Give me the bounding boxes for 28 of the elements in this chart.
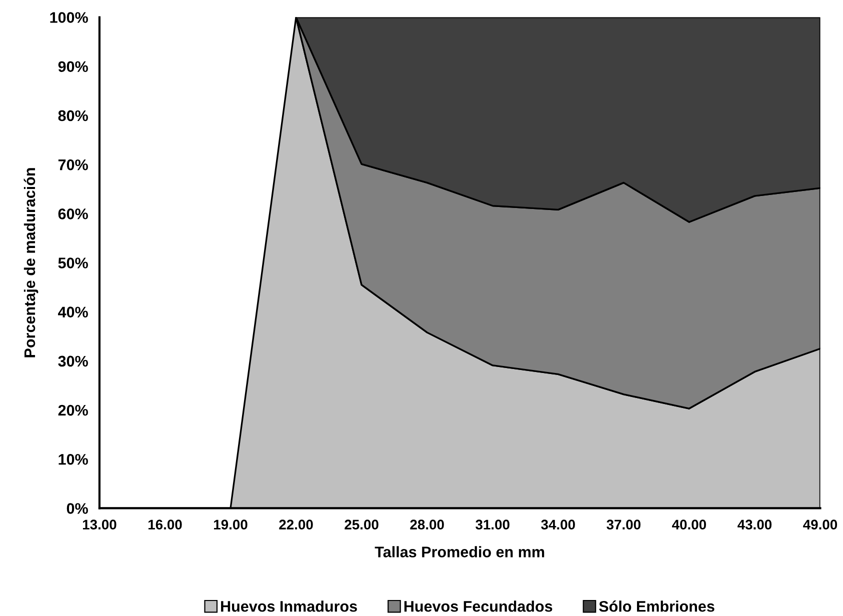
x-tick-label: 22.00: [279, 520, 313, 530]
x-tick-label: 37.00: [606, 520, 640, 530]
legend-label: Huevos Fecundados: [404, 600, 552, 612]
x-tick-label: 34.00: [541, 520, 575, 530]
y-tick-label: 100%: [50, 12, 88, 23]
y-tick-label: 90%: [58, 61, 88, 72]
y-tick-label: 20%: [58, 404, 88, 416]
x-tick-label: 43.00: [738, 520, 772, 530]
y-tick-label: 70%: [58, 159, 88, 170]
y-axis-title: Porcentaje de maduración: [24, 168, 38, 358]
y-tick-label: 60%: [58, 208, 88, 220]
x-tick-label: 16.00: [148, 520, 182, 530]
y-tick-label: 0%: [66, 503, 88, 514]
y-tick-label: 80%: [58, 110, 88, 122]
x-tick-label: 40.00: [672, 520, 706, 530]
legend-label: Sólo Embriones: [599, 600, 714, 612]
x-axis-title: Tallas Promedio en mm: [374, 546, 544, 558]
legend-label: Huevos Inmaduros: [221, 600, 357, 612]
x-tick-label: 19.00: [214, 520, 248, 530]
y-tick-label: 30%: [58, 356, 88, 367]
x-tick-label: 28.00: [410, 520, 444, 530]
x-tick-label: 31.00: [476, 520, 510, 530]
x-tick-label: 49.00: [803, 520, 838, 530]
y-tick-label: 40%: [58, 306, 88, 318]
x-tick-label: 25.00: [344, 520, 378, 530]
y-tick-label: 50%: [58, 258, 88, 268]
x-tick-label: 13.00: [82, 520, 116, 530]
y-tick-label: 10%: [58, 454, 88, 465]
